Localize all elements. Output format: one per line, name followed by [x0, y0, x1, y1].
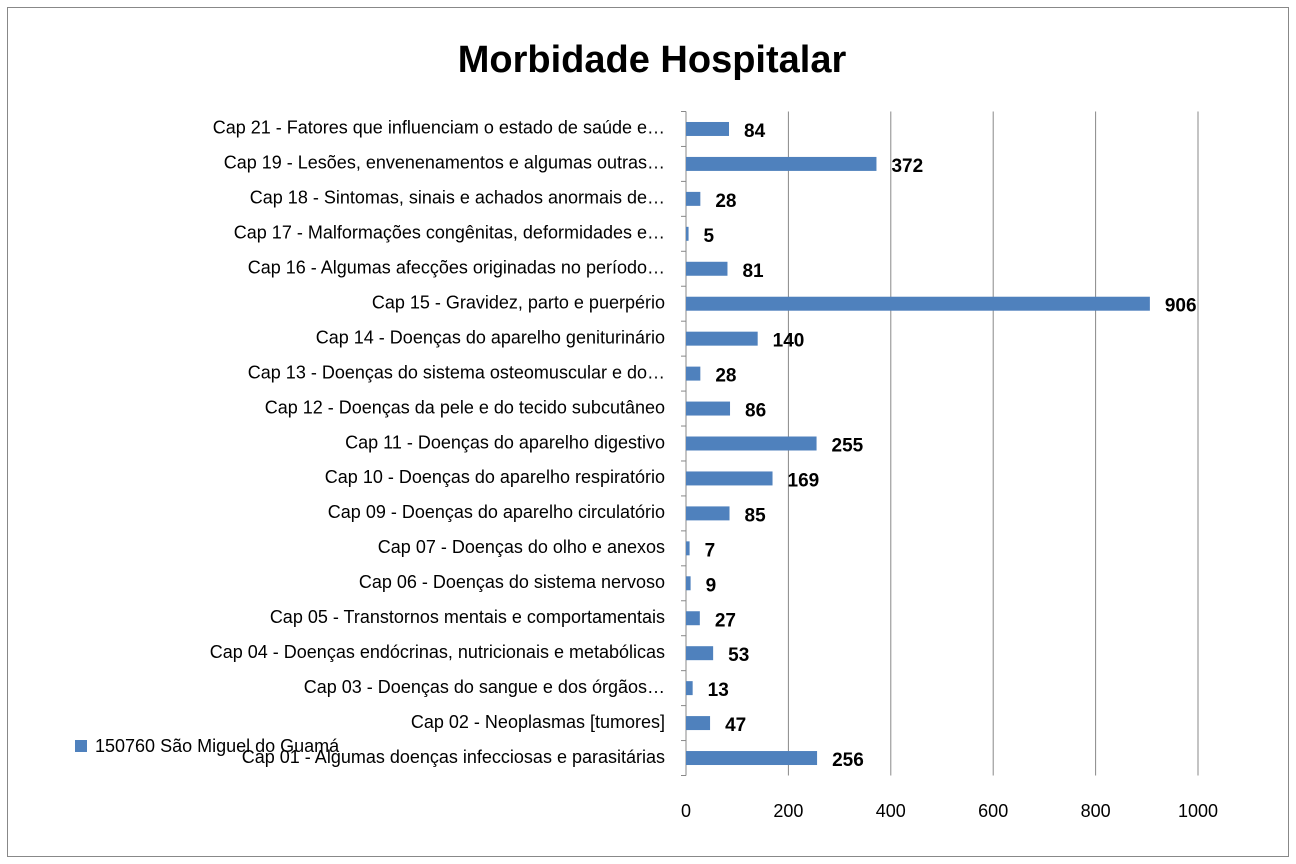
data-label: 7 — [705, 540, 716, 561]
y-tick-label: Cap 14 - Doenças do aparelho geniturinár… — [316, 327, 665, 347]
chart-title: Morbidade Hospitalar — [458, 39, 847, 81]
data-label: 256 — [832, 750, 864, 771]
x-tick-label: 800 — [1081, 801, 1111, 821]
y-tick-label: Cap 21 - Fatores que influenciam o estad… — [213, 118, 665, 138]
bar — [686, 226, 689, 241]
bar — [686, 751, 818, 766]
data-label: 255 — [832, 436, 864, 457]
x-tick-label: 600 — [978, 801, 1008, 821]
y-tick-label: Cap 07 - Doenças do olho e anexos — [378, 537, 665, 557]
data-label: 84 — [744, 121, 766, 142]
y-tick-label: Cap 13 - Doenças do sistema osteomuscula… — [248, 362, 665, 382]
bar — [686, 401, 731, 416]
y-tick-label: Cap 17 - Malformações congênitas, deform… — [234, 223, 665, 243]
data-label: 9 — [706, 575, 717, 596]
bar — [686, 471, 773, 486]
bar — [686, 191, 701, 206]
bar — [686, 506, 730, 521]
y-tick-label: Cap 11 - Doenças do aparelho digestivo — [345, 432, 665, 452]
x-tick-label: 200 — [773, 801, 803, 821]
data-label: 372 — [891, 156, 923, 177]
y-tick-label: Cap 02 - Neoplasmas [tumores] — [411, 712, 665, 732]
data-label: 140 — [773, 331, 805, 352]
y-tick-label: Cap 15 - Gravidez, parto e puerpério — [372, 292, 665, 312]
y-tick-label: Cap 16 - Algumas afecções originadas no … — [248, 258, 665, 278]
y-tick-label: Cap 01 - Algumas doenças infecciosas e p… — [242, 747, 665, 767]
y-tick-label: Cap 12 - Doenças da pele e do tecido sub… — [265, 397, 665, 417]
data-label: 169 — [788, 470, 820, 491]
y-tick-label: Cap 09 - Doenças do aparelho circulatóri… — [328, 502, 665, 522]
bar — [686, 716, 711, 731]
data-label: 5 — [704, 226, 715, 247]
y-tick-label: Cap 19 - Lesões, envenenamentos e alguma… — [224, 153, 665, 173]
data-label: 28 — [715, 366, 736, 387]
data-label: 28 — [715, 191, 736, 212]
bar — [686, 611, 700, 626]
data-label: 47 — [725, 715, 746, 736]
bar — [686, 366, 701, 381]
bar — [686, 541, 690, 556]
y-tick-label: Cap 05 - Transtornos mentais e comportam… — [270, 607, 665, 627]
bar — [686, 156, 877, 171]
bar — [686, 121, 730, 136]
y-tick-label: Cap 10 - Doenças do aparelho respiratóri… — [325, 467, 665, 487]
bar — [686, 576, 691, 591]
data-label: 86 — [745, 401, 766, 422]
bar — [686, 646, 714, 661]
x-tick-label: 400 — [876, 801, 906, 821]
legend-swatch — [75, 740, 87, 752]
data-label: 85 — [745, 505, 767, 526]
y-tick-label: Cap 03 - Doenças do sangue e dos órgãos… — [304, 677, 665, 697]
legend-label: 150760 São Miguel do Guamá — [95, 736, 340, 756]
bar — [686, 331, 758, 346]
x-tick-label: 0 — [681, 801, 691, 821]
data-label: 906 — [1165, 296, 1197, 317]
bar — [686, 296, 1150, 311]
data-label: 27 — [715, 610, 736, 631]
chart-border — [7, 7, 1289, 857]
bar — [686, 436, 817, 451]
data-label: 53 — [728, 645, 749, 666]
y-tick-label: Cap 06 - Doenças do sistema nervoso — [359, 572, 665, 592]
bar — [686, 261, 728, 276]
y-tick-label: Cap 18 - Sintomas, sinais e achados anor… — [250, 188, 665, 208]
y-tick-label: Cap 04 - Doenças endócrinas, nutricionai… — [210, 642, 665, 662]
data-label: 81 — [742, 261, 764, 282]
x-tick-label: 1000 — [1178, 801, 1218, 821]
bar — [686, 681, 693, 696]
data-label: 13 — [708, 680, 729, 701]
